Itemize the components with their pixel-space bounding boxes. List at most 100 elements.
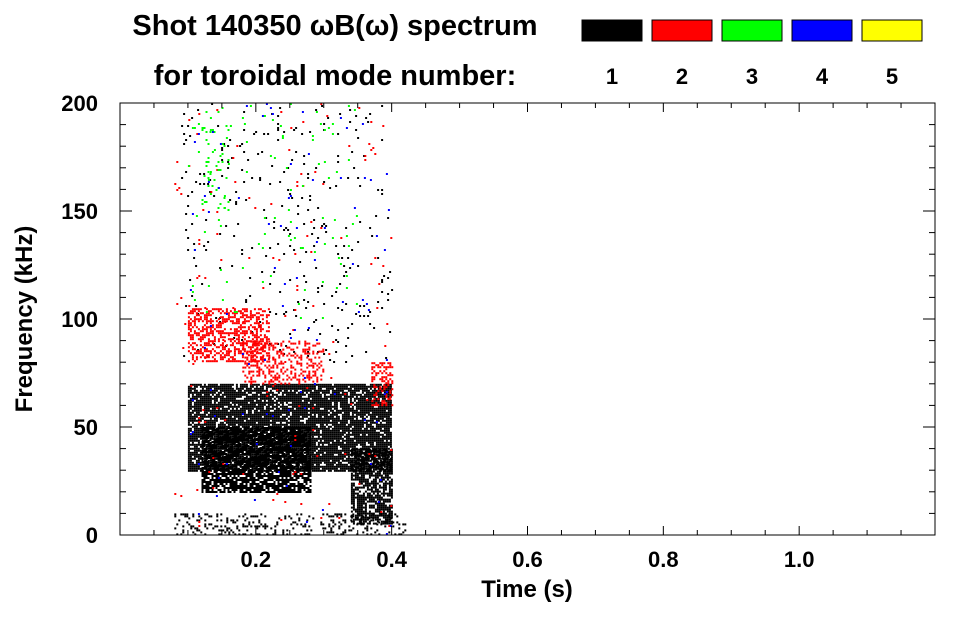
heat-cell	[223, 435, 226, 437]
heat-cell	[389, 393, 392, 396]
heat-cell	[329, 421, 332, 424]
heat-cell	[313, 385, 316, 388]
heat-cell	[255, 423, 258, 426]
heat-cell	[301, 421, 304, 424]
heat-cell	[229, 391, 232, 394]
heat-cell	[239, 449, 242, 451]
heat-cell	[363, 413, 366, 416]
heat-cell	[363, 389, 366, 392]
heat-cell	[197, 453, 200, 456]
heat-cell	[361, 431, 364, 434]
heat-cell	[225, 483, 228, 485]
heat-cell	[193, 385, 196, 388]
heat-cell	[201, 445, 204, 447]
heat-cell	[345, 401, 348, 404]
heat-cell	[303, 451, 306, 454]
heat-cell	[225, 461, 228, 463]
heat-cell	[195, 393, 198, 396]
heat-cell	[287, 431, 290, 434]
heat-cell	[225, 477, 228, 479]
heat-cell	[347, 429, 350, 432]
heat-cell	[223, 485, 226, 487]
heat-cell	[247, 403, 250, 406]
heat-cell	[269, 467, 272, 469]
heat-cell	[265, 441, 268, 443]
heat-cell	[229, 473, 232, 475]
heat-cell	[293, 389, 296, 392]
heat-cell	[323, 439, 326, 442]
heat-cell	[385, 435, 388, 438]
heat-cell	[309, 385, 312, 388]
heat-cell	[243, 439, 246, 441]
heat-cell	[313, 425, 316, 428]
heat-cell	[319, 409, 322, 412]
heat-cell	[351, 461, 354, 464]
heat-cell	[265, 415, 268, 418]
heat-cell	[219, 457, 222, 459]
heat-cell	[237, 401, 240, 404]
heat-cell	[385, 387, 388, 390]
heat-cell	[315, 411, 318, 414]
heat-cell	[339, 453, 342, 456]
heat-cell	[219, 465, 222, 467]
heat-cell	[203, 401, 206, 404]
heat-cell	[231, 479, 234, 481]
heat-cell	[255, 441, 258, 444]
heat-cell	[329, 465, 332, 468]
heat-cell	[291, 469, 294, 471]
heat-cell	[209, 459, 212, 462]
heat-cell	[341, 415, 344, 418]
heat-cell	[293, 449, 296, 451]
heat-cell	[347, 451, 350, 454]
heat-cell	[373, 433, 376, 436]
heat-cell	[313, 433, 316, 436]
heat-cell	[333, 425, 336, 428]
heat-cell	[369, 427, 372, 430]
heat-cell	[335, 435, 338, 438]
heat-cell	[307, 397, 310, 400]
heat-cell	[339, 395, 342, 398]
heat-cell	[351, 411, 354, 414]
heat-cell	[255, 465, 258, 468]
heat-cell	[319, 387, 322, 390]
heat-cell	[311, 387, 314, 390]
heat-cell	[241, 425, 244, 428]
heat-cell	[223, 401, 226, 404]
heat-cell	[235, 387, 238, 390]
heat-cell	[359, 429, 362, 432]
heat-cell	[241, 435, 244, 437]
heat-cell	[381, 407, 384, 410]
heat-cell	[257, 421, 260, 424]
heat-cell	[233, 485, 236, 487]
heat-cell	[243, 383, 246, 386]
heat-cell	[349, 437, 352, 440]
heat-cell	[243, 441, 246, 444]
heat-cell	[245, 469, 248, 471]
heat-cell	[207, 405, 210, 408]
heat-cell	[333, 423, 336, 426]
heat-cell	[219, 403, 222, 406]
heat-cell	[315, 389, 318, 392]
heat-cell	[389, 409, 392, 412]
heat-cell	[195, 455, 198, 458]
heat-cell	[249, 489, 252, 491]
heat-cell	[289, 387, 292, 390]
heat-cell	[215, 437, 218, 440]
heat-cell	[311, 395, 314, 398]
heat-cell	[309, 391, 312, 394]
heat-cell	[193, 413, 196, 416]
heat-cell	[219, 441, 222, 443]
heat-cell	[201, 487, 204, 489]
heat-cell	[205, 399, 208, 402]
heat-cell	[229, 463, 232, 466]
heat-cell	[249, 433, 252, 436]
heat-cell	[361, 433, 364, 436]
heat-cell	[313, 393, 316, 396]
heat-cell	[273, 467, 276, 469]
heat-cell	[251, 419, 254, 422]
heat-cell	[263, 465, 266, 467]
heat-cell	[349, 443, 352, 446]
heat-cell	[295, 421, 298, 424]
heat-cell	[375, 437, 378, 440]
heat-cell	[335, 459, 338, 462]
